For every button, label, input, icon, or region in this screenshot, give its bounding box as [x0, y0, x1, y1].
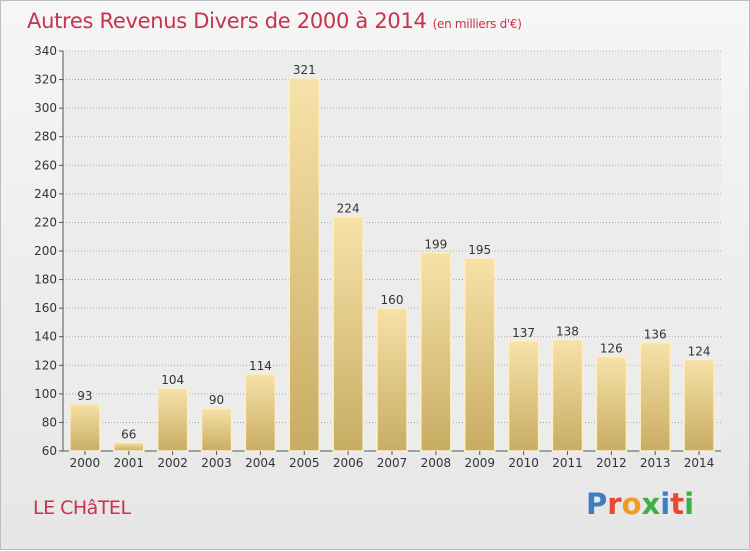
x-tick-label: 2012: [596, 456, 627, 470]
x-tick-label: 2014: [684, 456, 715, 470]
bar: [683, 358, 715, 452]
x-tick-label: 2010: [508, 456, 539, 470]
logo-letter: r: [607, 487, 622, 521]
bar: [288, 77, 321, 452]
y-tick-label: 320: [34, 73, 57, 87]
bar: [420, 251, 452, 452]
bar: [69, 403, 101, 452]
bar: [507, 340, 540, 452]
x-tick-label: 2005: [289, 456, 320, 470]
data-label: 93: [77, 389, 92, 403]
logo-letter: t: [670, 487, 685, 521]
y-tick-label: 120: [34, 358, 57, 372]
data-label: 137: [512, 326, 535, 340]
title-text: Autres Revenus Divers de 2000 à 2014: [27, 9, 427, 33]
y-tick-label: 340: [34, 44, 57, 58]
bar: [156, 387, 189, 452]
x-tick-label: 2011: [552, 456, 583, 470]
y-tick-label: 240: [34, 187, 57, 201]
x-tick-label: 2007: [377, 456, 408, 470]
x-tick-label: 2009: [464, 456, 495, 470]
bar: [463, 257, 496, 452]
x-tick-label: 2013: [640, 456, 671, 470]
y-tick-label: 80: [42, 415, 57, 429]
data-label: 224: [337, 202, 360, 216]
data-label: 160: [381, 293, 404, 307]
data-label: 114: [249, 359, 272, 373]
logo-letter: i: [684, 487, 695, 521]
x-tick-label: 2006: [333, 456, 364, 470]
data-label: 321: [293, 63, 316, 77]
x-tick-label: 2001: [114, 456, 145, 470]
logo-letter: x: [641, 487, 661, 521]
bar: [200, 407, 233, 452]
data-label: 195: [468, 243, 491, 257]
logo-letter: o: [621, 487, 642, 521]
y-tick-label: 280: [34, 130, 57, 144]
bar: [376, 307, 408, 452]
y-tick-label: 60: [42, 444, 57, 458]
y-tick-label: 180: [34, 273, 57, 287]
data-label: 199: [424, 237, 447, 251]
proxiti-logo: Proxiti: [586, 487, 694, 521]
bar: [244, 373, 277, 452]
y-tick-label: 300: [34, 101, 57, 115]
data-label: 66: [121, 427, 136, 441]
y-tick-label: 220: [34, 215, 57, 229]
data-label: 136: [644, 327, 667, 341]
y-tick-label: 160: [34, 301, 57, 315]
bar: [332, 215, 364, 452]
y-tick-label: 100: [34, 387, 57, 401]
x-tick-label: 2008: [421, 456, 452, 470]
x-tick-label: 2004: [245, 456, 276, 470]
bar: [551, 338, 584, 452]
logo-letter: P: [586, 487, 608, 521]
x-tick-label: 2003: [201, 456, 232, 470]
x-tick-label: 2000: [70, 456, 101, 470]
y-tick-label: 200: [34, 244, 57, 258]
data-label: 124: [688, 345, 711, 359]
bar: [595, 355, 628, 452]
data-label: 104: [161, 373, 184, 387]
bar: [113, 441, 145, 452]
city-name: LE CHâTEL: [33, 497, 131, 519]
y-tick-label: 260: [34, 158, 57, 172]
data-label: 138: [556, 325, 579, 339]
chart-title: Autres Revenus Divers de 2000 à 2014 (en …: [27, 9, 522, 33]
logo-letter: i: [660, 487, 671, 521]
x-tick-label: 2002: [157, 456, 188, 470]
title-unit: (en milliers d'€): [432, 17, 522, 31]
data-label: 126: [600, 342, 623, 356]
y-tick-label: 140: [34, 330, 57, 344]
bar: [639, 341, 671, 452]
data-label: 90: [209, 393, 224, 407]
